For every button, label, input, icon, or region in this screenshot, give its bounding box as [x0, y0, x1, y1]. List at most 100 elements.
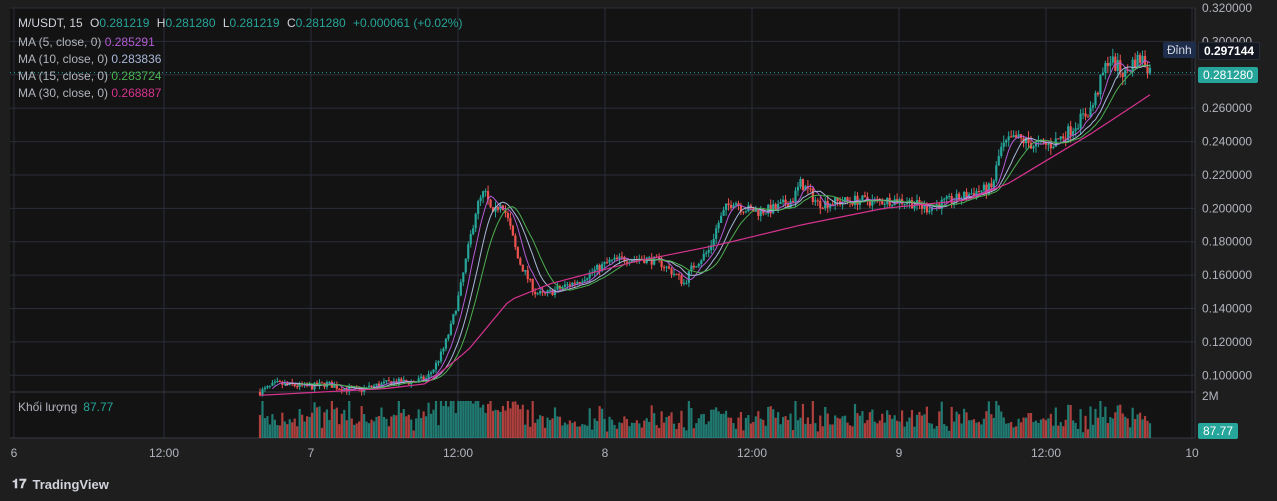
last-price-badge: 0.281280 [1198, 67, 1259, 83]
volume-bar [990, 414, 993, 438]
volume-bar [630, 422, 633, 438]
candle-body [853, 195, 857, 205]
volume-bar [464, 401, 467, 438]
candle-body [462, 272, 465, 283]
volume-bar [375, 416, 378, 438]
volume-bar [801, 403, 805, 438]
volume-bar [382, 416, 386, 438]
volume-bar [938, 411, 941, 438]
candle-body [734, 203, 738, 206]
volume-bar [603, 418, 606, 438]
tradingview-logo[interactable]: 𝟏𝟕 TradingView [12, 476, 109, 492]
volume-bar [1044, 420, 1047, 438]
volume-bar [754, 416, 757, 438]
candle-body [367, 385, 371, 388]
candle-body [1084, 113, 1087, 117]
candle-body [786, 204, 790, 208]
volume-bar [658, 427, 661, 438]
volume-bar [876, 423, 879, 438]
candle-body [1124, 69, 1127, 77]
volume-bar [873, 421, 876, 438]
ma-10-legend[interactable]: MA (10, close, 0) 0.283836 [18, 52, 161, 66]
price-tick-label: 0.140000 [1202, 302, 1252, 316]
volume-bar [702, 413, 705, 438]
ma-30-legend[interactable]: MA (30, close, 0) 0.268887 [18, 86, 161, 100]
candle-body [1138, 54, 1142, 63]
volume-bar [945, 426, 948, 438]
volume-bar [653, 413, 656, 438]
candle-body [536, 293, 539, 295]
candle-body [613, 257, 616, 260]
candle-body [794, 190, 797, 203]
candle-body [764, 213, 767, 215]
volume-bar [541, 416, 544, 438]
ma-15-label: MA (15, close, 0) [18, 69, 109, 83]
volume-bar [772, 409, 775, 438]
volume-bar [563, 422, 567, 438]
volume-bar [293, 418, 296, 438]
volume-bar [685, 430, 688, 438]
volume-bar [863, 423, 867, 438]
volume-bar [620, 423, 624, 438]
volume-bar [908, 417, 911, 438]
change-value: +0.000061 (+0.02%) [353, 16, 463, 30]
candle-body [1134, 59, 1137, 68]
volume-bar [474, 401, 477, 438]
volume-bar [958, 414, 961, 438]
candle-body [1081, 113, 1085, 115]
volume-bar [1010, 421, 1013, 438]
volume-bar [928, 422, 931, 438]
volume-bar [729, 417, 733, 438]
volume-bar [635, 420, 638, 438]
price-tick-label: 0.100000 [1202, 368, 1252, 382]
candle-body [846, 197, 849, 201]
candle-body [397, 378, 400, 384]
candle-body [905, 202, 909, 204]
candle-body [928, 210, 931, 213]
volume-bar [469, 401, 472, 438]
candle-body [777, 204, 780, 209]
candle-body [472, 228, 475, 235]
volume-bar [504, 410, 507, 438]
volume-legend[interactable]: Khối lượng 87.77 [18, 400, 113, 414]
volume-bar [846, 422, 849, 438]
volume-bar [286, 424, 289, 438]
volume-bar [429, 413, 433, 438]
volume-bar [350, 418, 353, 438]
candle-body [1052, 146, 1055, 149]
volume-bar [313, 402, 316, 438]
volume-bar [482, 404, 485, 438]
symbol-label[interactable]: M/USDT, 15 [18, 16, 83, 30]
volume-bar [1022, 417, 1025, 438]
volume-bar [638, 423, 641, 438]
volume-bar [417, 409, 420, 438]
volume-bar [655, 425, 658, 438]
candle-body [953, 201, 956, 204]
ma-5-legend[interactable]: MA (5, close, 0) 0.285291 [18, 35, 155, 49]
volume-bar [697, 418, 700, 438]
volume-bar [680, 410, 683, 438]
candle-body [278, 380, 281, 382]
volume-bar [809, 423, 812, 438]
high-key: H [156, 16, 166, 30]
candle-body [977, 191, 981, 193]
candle-body [677, 274, 681, 276]
volume-bar [727, 417, 730, 438]
volume-bar [1034, 420, 1038, 438]
candle-body [571, 282, 574, 286]
volume-bar [432, 409, 435, 438]
candle-body [667, 266, 671, 269]
candle-body [1049, 143, 1052, 149]
volume-bar [804, 423, 807, 438]
candle-body [526, 270, 529, 280]
candle-body [975, 191, 978, 197]
volume-bar [578, 426, 581, 438]
candle-body [1086, 116, 1090, 118]
ma-15-legend[interactable]: MA (15, close, 0) 0.283724 [18, 69, 161, 83]
candle-body [871, 199, 874, 206]
volume-bar [343, 409, 346, 438]
volume-bar [318, 406, 321, 438]
candle-body [479, 197, 482, 202]
volume-bar [472, 403, 475, 438]
